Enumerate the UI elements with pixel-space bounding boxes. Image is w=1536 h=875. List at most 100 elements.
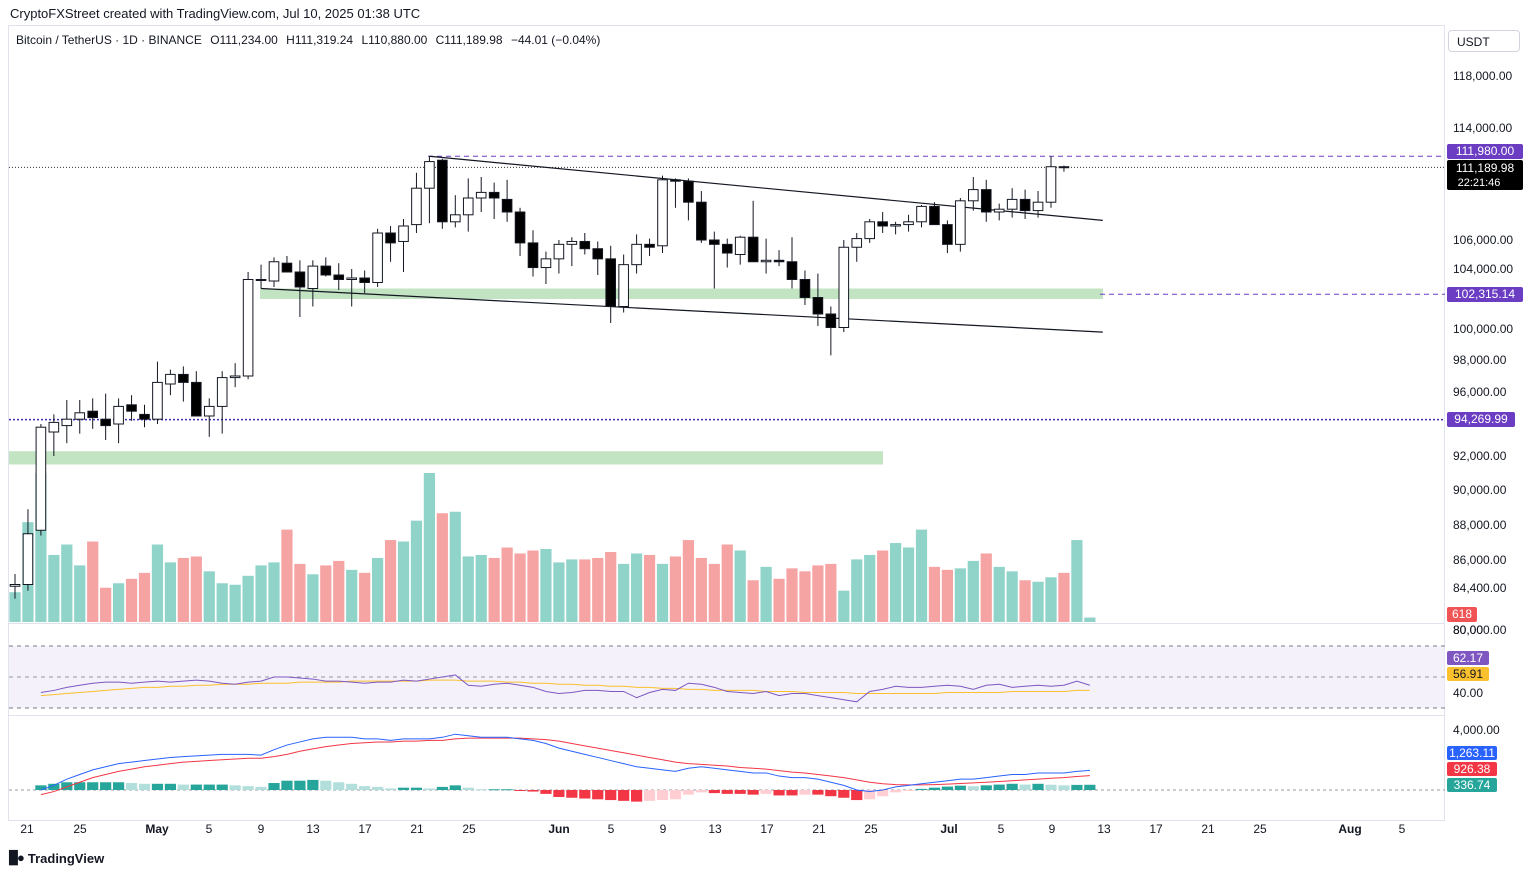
candle-body: [864, 221, 876, 240]
volume-bar: [1032, 581, 1044, 622]
volume-bar: [333, 560, 345, 622]
histogram-tag: 336.74: [1447, 778, 1497, 792]
time-axis-label: 5: [1399, 822, 1406, 836]
volume-bar: [527, 550, 539, 622]
macd-histogram-bar: [216, 784, 228, 790]
candle-body: [100, 418, 111, 427]
candle-body: [553, 243, 565, 260]
price-axis-label: 86,000.00: [1453, 553, 1507, 567]
time-axis-label: 17: [760, 822, 774, 836]
volume-bar: [449, 511, 461, 622]
chart-credit: CryptoFXStreet created with TradingView.…: [10, 6, 421, 21]
price-axis-label: 114,000.00: [1453, 121, 1512, 135]
macd-histogram-bar: [177, 784, 189, 790]
tradingview-logo[interactable]: ▉● TradingView: [9, 850, 104, 866]
macd-histogram-bar: [255, 786, 267, 790]
candle-body: [851, 238, 863, 248]
candle-body: [683, 180, 694, 203]
rsi-ma-line: [40, 679, 1090, 697]
candle-body: [968, 189, 979, 202]
volume-bar: [553, 562, 565, 622]
macd-histogram-bar: [618, 790, 630, 801]
candle-body: [1058, 166, 1070, 169]
rsi-axis-label: 40.00: [1453, 686, 1483, 700]
macd-histogram-bar: [643, 790, 656, 801]
time-axis-label: 25: [1253, 822, 1267, 836]
candle-body: [113, 405, 124, 425]
macd-histogram-bar: [592, 790, 604, 800]
macd-histogram-bar: [203, 784, 215, 790]
macd-histogram-bar: [799, 790, 811, 795]
macd-line: [40, 733, 1090, 793]
macd-histogram-bar: [281, 780, 293, 790]
symbol-legend: Bitcoin / TetherUS · 1D · BINANCE O111,2…: [16, 33, 605, 47]
volume-bar: [734, 550, 746, 622]
volume-bar: [410, 520, 423, 622]
macd-histogram-bar: [125, 783, 138, 790]
volume-bar: [501, 547, 513, 622]
candle-body: [670, 179, 681, 182]
macd-histogram-bar: [294, 780, 306, 790]
candle-body: [320, 265, 332, 276]
volume-bar: [877, 550, 889, 622]
price-axis-label: 92,000.00: [1453, 449, 1507, 463]
candle-body: [812, 297, 824, 315]
macd-histogram-bar: [384, 788, 397, 790]
candle-body: [631, 243, 642, 266]
price-axis-label: 80,000.00: [1453, 623, 1507, 637]
candle-body: [799, 279, 811, 298]
candle-body: [87, 410, 99, 419]
volume-bar: [902, 547, 915, 622]
candle-body: [372, 232, 383, 283]
macd-histogram-bar: [87, 782, 99, 790]
macd-histogram-bar: [423, 788, 435, 790]
signal-tag-text: 926.38: [1454, 762, 1491, 776]
time-axis-label: Jun: [548, 822, 569, 836]
macd-histogram-bar: [61, 782, 73, 790]
macd-histogram-bar: [760, 790, 772, 794]
time-axis-label: 17: [358, 822, 372, 836]
volume-bar: [346, 569, 358, 622]
candle-body: [333, 274, 345, 280]
volume-bar: [773, 578, 785, 622]
price-axis-label: 84,400.00: [1453, 581, 1507, 595]
candle-body: [527, 242, 539, 269]
macd-histogram-bar: [553, 790, 565, 797]
candle-body: [450, 214, 461, 223]
time-axis-label: 21: [812, 822, 826, 836]
candle-body: [281, 262, 293, 273]
macd-histogram-bar: [579, 790, 591, 799]
volume-bar: [229, 584, 241, 622]
volume-bar: [631, 553, 643, 622]
candle-body: [61, 418, 73, 427]
macd-histogram-bar: [48, 783, 60, 790]
volume-bar: [760, 566, 772, 622]
rsi-axis-label: 80.00: [1453, 623, 1483, 637]
macd-histogram-bar: [488, 789, 500, 791]
candle-body: [501, 198, 513, 213]
volume-bar: [682, 540, 694, 622]
legend-close: C111,189.98: [435, 33, 503, 47]
candle-body: [993, 208, 1005, 213]
macd-histogram-bar: [346, 783, 358, 790]
volume-bar: [592, 557, 604, 622]
volume-bar: [540, 548, 552, 622]
macd-histogram-bar: [164, 783, 176, 790]
macd-histogram-bar: [902, 790, 915, 791]
volume-bar: [151, 544, 164, 622]
candle-body: [268, 261, 280, 282]
time-axis-label: 5: [608, 822, 615, 836]
currency-button[interactable]: USDT: [1448, 30, 1520, 52]
candle-body: [126, 404, 137, 412]
candle-body: [255, 279, 267, 281]
candle-body: [191, 381, 202, 417]
legend-high: H111,319.24: [286, 33, 354, 47]
time-axis-label: 21: [20, 822, 34, 836]
macd-histogram-bar: [928, 787, 941, 790]
macd-histogram-bar: [475, 789, 487, 791]
candle-body: [786, 261, 798, 280]
macd-histogram-bar: [993, 784, 1005, 790]
volume-bar: [928, 566, 941, 622]
time-axis-label: Aug: [1338, 822, 1361, 836]
